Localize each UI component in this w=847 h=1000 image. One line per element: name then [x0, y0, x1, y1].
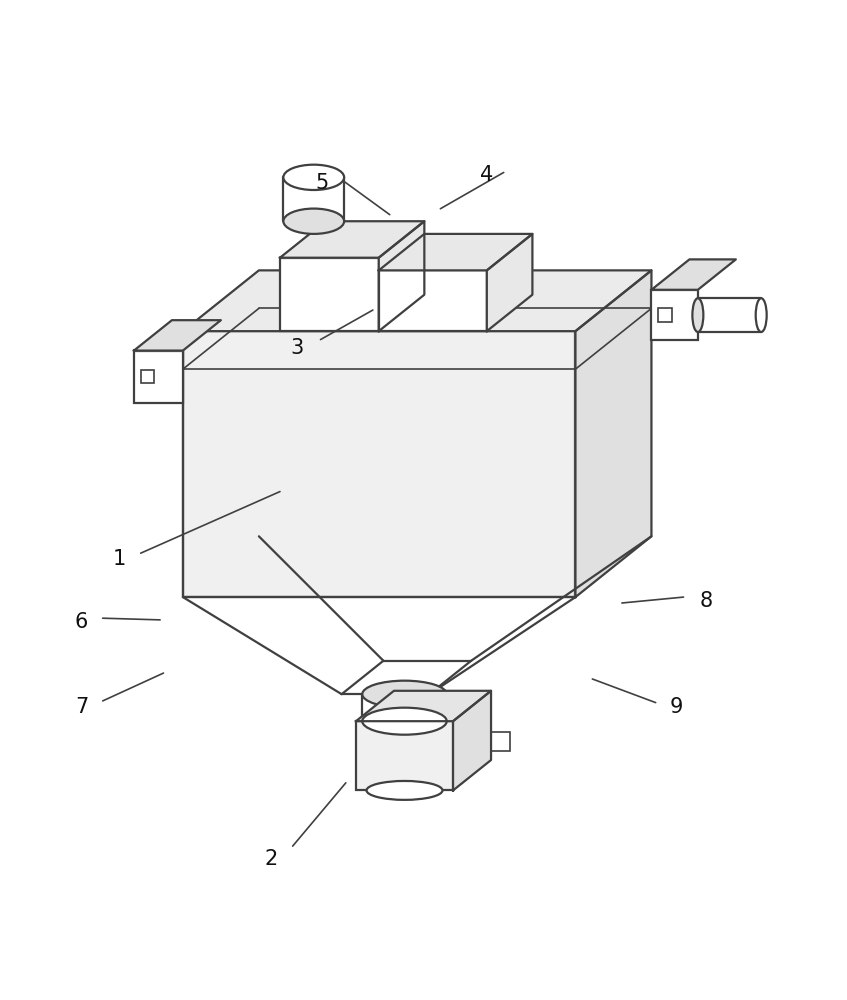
- Text: 8: 8: [700, 591, 713, 611]
- Bar: [183, 331, 575, 597]
- Bar: [280, 258, 379, 331]
- Text: 1: 1: [113, 549, 126, 569]
- Ellipse shape: [284, 209, 344, 234]
- Text: 9: 9: [670, 697, 684, 717]
- Polygon shape: [453, 691, 491, 790]
- Text: 2: 2: [265, 849, 278, 869]
- Ellipse shape: [363, 681, 446, 708]
- Bar: [141, 370, 154, 383]
- Text: 7: 7: [75, 697, 88, 717]
- Polygon shape: [379, 234, 533, 270]
- Text: 3: 3: [291, 338, 303, 358]
- Bar: [491, 732, 510, 751]
- Polygon shape: [280, 221, 424, 258]
- Text: 5: 5: [316, 173, 329, 193]
- Text: 6: 6: [75, 612, 88, 632]
- Polygon shape: [356, 691, 491, 721]
- Text: 4: 4: [480, 165, 494, 185]
- Ellipse shape: [692, 298, 703, 332]
- Polygon shape: [183, 270, 651, 331]
- Bar: [651, 290, 698, 340]
- Ellipse shape: [284, 165, 344, 190]
- Polygon shape: [379, 221, 424, 331]
- Bar: [379, 270, 487, 331]
- Ellipse shape: [363, 708, 446, 735]
- Ellipse shape: [756, 298, 767, 332]
- Polygon shape: [651, 259, 736, 290]
- Bar: [658, 308, 672, 322]
- Polygon shape: [575, 270, 651, 597]
- Bar: [356, 721, 453, 790]
- Polygon shape: [487, 234, 533, 331]
- Polygon shape: [134, 320, 221, 351]
- Bar: [134, 351, 183, 403]
- Ellipse shape: [367, 781, 442, 800]
